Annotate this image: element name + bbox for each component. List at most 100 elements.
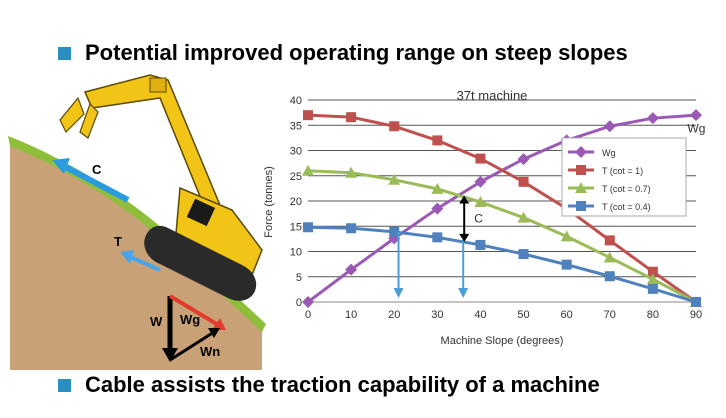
data-point [603, 251, 616, 263]
chart-legend: Wg T (cot = 1) T (cot = 0.7) T (cot = 0.4) [561, 137, 687, 217]
series-line [307, 169, 697, 304]
series-line [307, 113, 697, 304]
data-point [474, 175, 487, 188]
y-tick-label: 20 [290, 196, 302, 208]
c-arrow-head-up [459, 195, 470, 204]
x-tick-label: 80 [647, 309, 659, 321]
data-point [691, 297, 701, 307]
data-point [646, 273, 659, 285]
bullet-top: Potential improved operating range on st… [58, 40, 628, 66]
series-3 [303, 222, 701, 307]
legend-label: T (cot = 0.7) [602, 184, 651, 194]
data-point [432, 135, 443, 146]
y-tick-label: 5 [296, 272, 302, 284]
data-point [345, 166, 358, 178]
x-tick-label: 50 [517, 309, 529, 321]
x-tick-label: 70 [604, 309, 616, 321]
data-point [388, 173, 401, 185]
chart-annotations: Wg C [393, 121, 705, 298]
y-tick-label: 0 [296, 297, 302, 309]
label-wg: Wg [180, 312, 200, 327]
bullet-bottom: Cable assists the traction capability of… [58, 372, 600, 398]
y-tick-label: 15 [290, 221, 302, 233]
x-ticks: 0 10 20 30 40 50 60 70 80 90 [305, 309, 702, 321]
y-tick-label: 10 [290, 247, 302, 259]
cable-arrow [52, 158, 130, 203]
bullet-square-icon [58, 378, 71, 392]
data-point [646, 112, 659, 125]
x-tick-label: 60 [561, 309, 573, 321]
data-point [431, 202, 444, 215]
x-tick-label: 0 [305, 309, 311, 321]
data-point [575, 146, 587, 158]
data-point [345, 263, 358, 276]
c-arrow-head-down [459, 233, 470, 242]
data-point [475, 153, 486, 164]
x-tick-label: 10 [345, 309, 357, 321]
wg-curve-label: Wg [687, 121, 705, 135]
y-tick-label: 25 [290, 171, 302, 183]
y-axis-label: Force (tonnes) [263, 166, 275, 238]
data-point [603, 120, 616, 133]
data-point [475, 239, 486, 250]
data-point [517, 211, 530, 223]
data-point [389, 121, 400, 132]
data-point [690, 109, 702, 122]
data-point [604, 235, 615, 246]
data-point [346, 223, 357, 234]
label-wn: Wn [200, 344, 220, 359]
chart-title: 37t machine [457, 88, 528, 103]
drop-arrow-head [458, 288, 469, 298]
bullet-bottom-text: Cable assists the traction capability of… [85, 372, 600, 397]
chart-series [302, 109, 702, 308]
label-w: W [150, 314, 163, 329]
data-point [432, 232, 443, 243]
bullet-top-text: Potential improved operating range on st… [85, 40, 628, 65]
data-point [647, 266, 658, 277]
slope-grass [8, 136, 266, 332]
legend-label: T (cot = 1) [602, 166, 643, 176]
data-point [518, 176, 529, 187]
force-vectors [162, 294, 226, 362]
x-tick-label: 20 [388, 309, 400, 321]
c-label: C [474, 212, 483, 226]
data-point [303, 110, 313, 121]
chart-grid [308, 99, 696, 303]
machine [59, 74, 263, 301]
slope-machine-illustration: C T W Wg Wn [8, 74, 266, 370]
data-point [474, 196, 487, 208]
data-point [561, 259, 572, 270]
series-2 [302, 164, 702, 307]
label-t: T [114, 234, 122, 249]
data-point [576, 165, 586, 175]
data-point [431, 182, 444, 194]
y-tick-label: 40 [290, 95, 302, 107]
bullet-square-icon [58, 46, 71, 60]
data-point [647, 283, 658, 294]
y-tick-label: 30 [290, 146, 302, 158]
data-point [302, 296, 314, 308]
x-tick-label: 30 [431, 309, 443, 321]
series-line [307, 225, 697, 304]
data-point [575, 182, 587, 193]
x-tick-label: 90 [690, 309, 702, 321]
data-point [517, 153, 530, 166]
legend-label: T (cot = 0.4) [602, 202, 651, 212]
data-point [346, 112, 357, 123]
data-point [560, 230, 573, 242]
data-point [604, 271, 615, 282]
x-tick-label: 40 [474, 309, 486, 321]
data-point [303, 222, 313, 233]
force-chart: 37t machine Force (tonnes) Machine Slope… [263, 88, 705, 347]
data-point [518, 249, 529, 260]
label-c: C [92, 162, 102, 177]
legend-label: Wg [602, 148, 616, 158]
data-point [576, 201, 586, 211]
y-ticks: 0 5 10 15 20 25 30 35 40 [290, 95, 302, 309]
drop-arrow-head [393, 288, 404, 298]
traction-arrow [120, 250, 161, 272]
x-axis-label: Machine Slope (degrees) [441, 335, 564, 347]
data-point [302, 164, 314, 176]
data-point [389, 226, 400, 237]
y-tick-label: 35 [290, 120, 302, 132]
